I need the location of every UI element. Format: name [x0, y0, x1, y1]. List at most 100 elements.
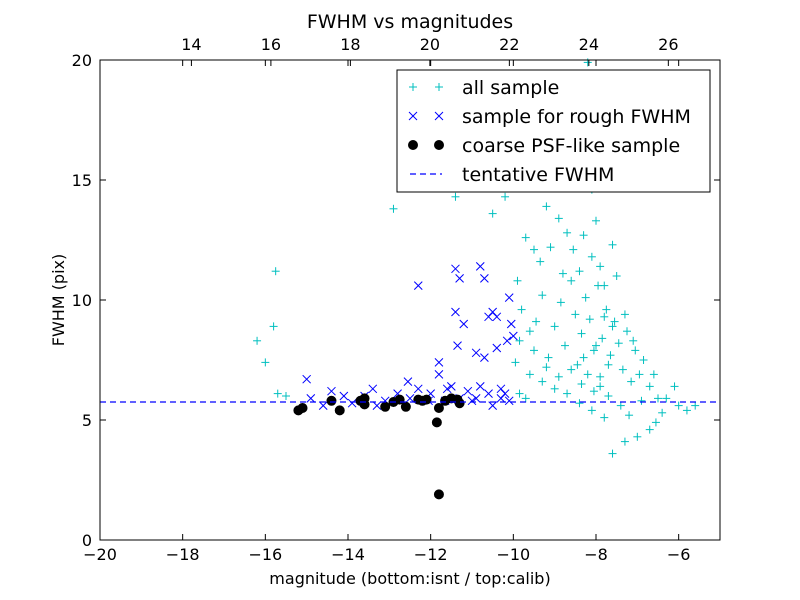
y-tick-label: 15 [72, 171, 92, 190]
all-sample-point [536, 257, 545, 266]
all-sample-point [674, 401, 683, 410]
all-sample-point [575, 399, 584, 408]
all-sample-point [521, 233, 530, 242]
legend-swatch [409, 83, 417, 91]
all-sample-point [608, 449, 617, 458]
x-tick-label: −12 [414, 545, 448, 564]
all-sample-point [525, 327, 534, 336]
all-sample-point [558, 269, 567, 278]
legend-label: coarse PSF-like sample [462, 135, 680, 157]
legend-label: tentative FWHM [462, 164, 614, 186]
all-sample-point [587, 406, 596, 415]
all-sample-point [645, 425, 654, 434]
all-sample-point [620, 437, 629, 446]
all-sample-point [554, 214, 563, 223]
all-sample-point [515, 336, 524, 345]
all-sample-point [596, 382, 605, 391]
chart-title: FWHM vs magnitudes [307, 11, 513, 33]
all-sample-point [596, 262, 605, 271]
rough-fwhm-point [442, 384, 452, 394]
top-x-tick-label: 26 [658, 35, 678, 54]
rough-fwhm-point [347, 398, 357, 408]
rough-fwhm-point [471, 394, 481, 403]
all-sample-point [554, 372, 563, 381]
x-tick-label: −20 [83, 545, 117, 564]
psf-like-point [421, 394, 432, 405]
legend-swatch [434, 140, 444, 150]
all-sample-point [542, 202, 551, 211]
all-sample-point [530, 245, 538, 254]
all-sample-point [511, 358, 520, 367]
legend-label: sample for rough FWHM [462, 106, 691, 128]
rough-fwhm-point [306, 394, 316, 403]
all-sample-point [629, 336, 638, 345]
x-tick-label: −16 [248, 545, 282, 564]
all-sample-point [513, 276, 522, 285]
all-sample-point [618, 365, 627, 374]
all-sample-point [501, 192, 510, 201]
all-sample-point [581, 293, 590, 302]
psf-like-point [454, 398, 465, 409]
all-sample-point [546, 243, 555, 252]
all-sample-point [662, 394, 671, 403]
x-tick-label: −6 [667, 545, 691, 564]
all-sample-point [608, 322, 617, 331]
rough-fwhm-point [502, 336, 512, 346]
legend-box [396, 69, 711, 193]
legend-entry: coarse PSF-like sample [408, 135, 680, 157]
all-sample-point [282, 392, 290, 400]
all-sample-point [579, 353, 588, 362]
rough-fwhm-point [434, 358, 444, 367]
psf-like-point [359, 399, 370, 410]
psf-like-point [431, 417, 442, 428]
all-sample-point [525, 370, 534, 379]
top-x-tick-label: 18 [340, 35, 360, 54]
all-sample-point [654, 394, 662, 403]
all-sample-point [544, 353, 553, 362]
psf-like-point [380, 401, 391, 412]
y-tick-label: 5 [82, 411, 92, 430]
legend-entry: sample for rough FWHM [408, 106, 691, 128]
top-x-tick-label: 22 [499, 35, 519, 54]
rough-fwhm-point [372, 401, 382, 410]
all-sample-point [585, 315, 594, 324]
x-tick-label: −10 [496, 545, 530, 564]
rough-fwhm-point [475, 382, 485, 391]
rough-fwhm-point [504, 293, 514, 302]
legend-swatch [408, 111, 418, 121]
rough-fwhm-point [480, 274, 489, 283]
y-axis-label: FWHM (pix) [49, 254, 68, 347]
psf-like-point [394, 394, 405, 405]
all-sample-point [658, 408, 667, 417]
all-sample-point [691, 401, 700, 410]
all-sample-point [589, 346, 598, 355]
all-sample-point [651, 418, 660, 427]
y-tick-label: 20 [72, 51, 92, 70]
legend-entry: tentative FWHM [410, 164, 614, 186]
all-sample-point [550, 322, 559, 331]
x-axis-label: magnitude (bottom:isnt / top:calib) [269, 569, 550, 588]
all-sample-point [532, 317, 541, 326]
all-sample-point [612, 272, 621, 280]
psf-like-point [326, 395, 337, 406]
all-sample-point [606, 351, 615, 360]
all-sample-point [530, 346, 538, 355]
rough-fwhm-point [506, 319, 516, 329]
all-sample-point [575, 267, 584, 276]
all-sample-point [610, 317, 619, 326]
rough-fwhm-point [405, 394, 415, 403]
all-sample-point [563, 228, 572, 237]
all-sample-point [592, 216, 600, 225]
legend-entry: all sample [409, 77, 559, 99]
psf-like-point [334, 405, 345, 416]
all-sample-point [273, 389, 282, 398]
all-sample-point [587, 252, 596, 261]
legend: all sample sample for rough FWHM coarse PS… [396, 69, 711, 193]
all-sample-point [515, 389, 524, 398]
x-tick-label: −18 [166, 545, 200, 564]
rough-fwhm-point [492, 312, 502, 322]
top-x-tick-label: 20 [420, 35, 440, 54]
rough-fwhm-point [446, 382, 456, 391]
rough-fwhm-point [488, 401, 498, 410]
